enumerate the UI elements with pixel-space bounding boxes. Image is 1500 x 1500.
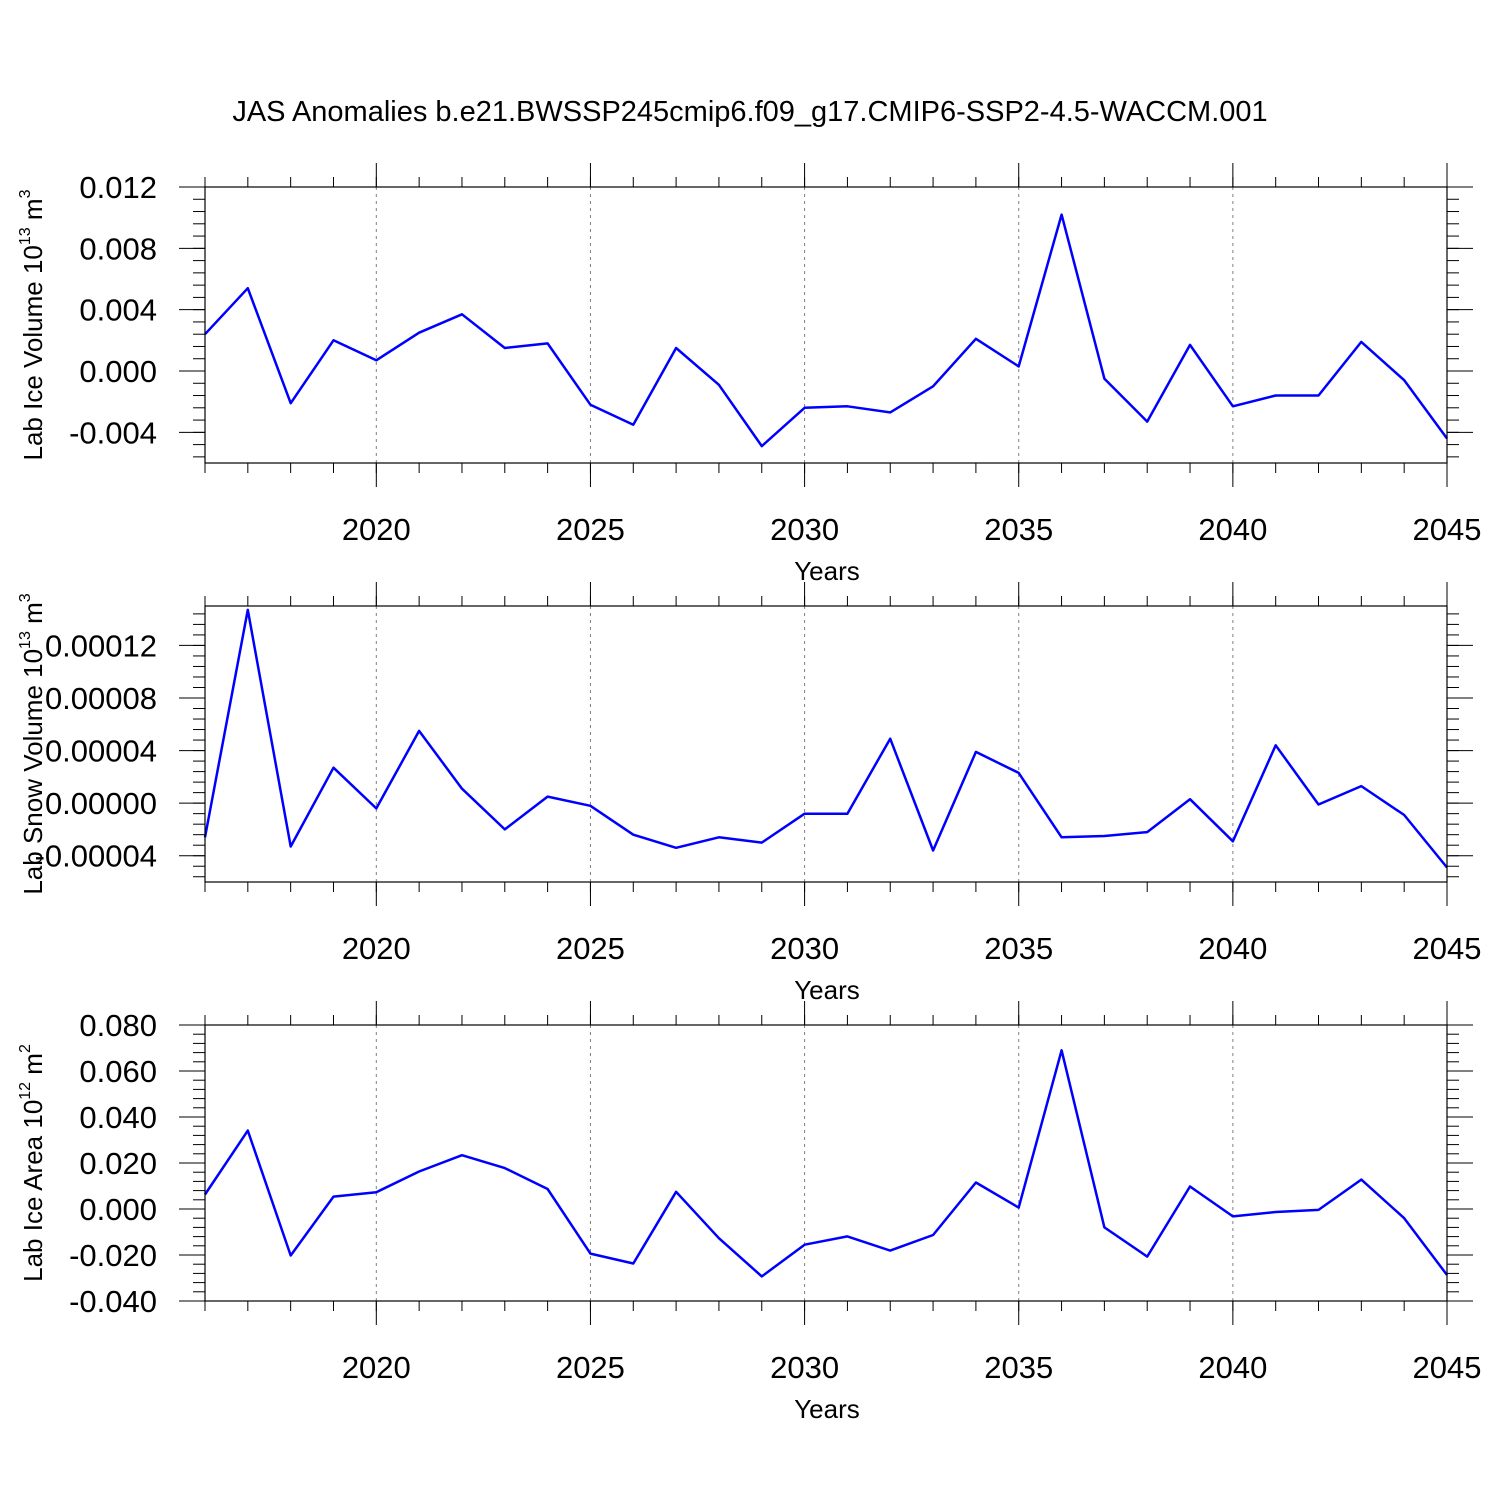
chart-panel-2: 0.00012 0.00008 0.00004 0.00000 -0.00004 2020… <box>17 582 1481 1005</box>
y-tick-label: 0.00000 <box>45 786 157 821</box>
x-tick-label: 2035 <box>984 512 1053 547</box>
series-line <box>203 1049 1448 1278</box>
y-tick-label: 0.004 <box>79 293 157 328</box>
y-tick-label: 0.012 <box>79 170 157 205</box>
x-tick-label: 2040 <box>1198 1350 1267 1385</box>
y-tick-label: 0.060 <box>79 1054 157 1089</box>
y-axis-label: Lab Ice Volume 1013 m3 <box>17 189 48 460</box>
plot-frame <box>204 186 1448 464</box>
y-tick-label: 0.008 <box>79 231 157 266</box>
series-line <box>203 608 1448 869</box>
plot-frame <box>204 605 1448 883</box>
series-line <box>204 213 1449 448</box>
y-tick-label: 0.020 <box>79 1146 157 1181</box>
y-tick-label: -0.040 <box>69 1284 157 1319</box>
chart-panel-3: 0.080 0.060 0.040 0.020 0.000 -0.020 -0.040 202… <box>17 1001 1481 1424</box>
x-tick-label: 2025 <box>556 931 625 966</box>
x-tick-label: 2020 <box>342 1350 411 1385</box>
y-axis-label: Lab Ice Area 1012 m2 <box>17 1044 48 1282</box>
y-tick-label: 0.000 <box>79 354 157 389</box>
x-tick-label: 2045 <box>1413 931 1482 966</box>
chart-title: JAS Anomalies b.e21.BWSSP245cmip6.f09_g1… <box>232 96 1268 128</box>
y-tick-label: 0.00004 <box>45 734 157 769</box>
x-tick-label: 2040 <box>1198 512 1267 547</box>
x-tick-label: 2020 <box>342 512 411 547</box>
y-tick-label: -0.00004 <box>35 839 157 874</box>
x-tick-label: 2045 <box>1413 512 1482 547</box>
x-tick-label: 2040 <box>1198 931 1267 966</box>
y-tick-label: 0.000 <box>79 1192 157 1227</box>
y-tick-label: 0.00008 <box>45 681 157 716</box>
y-axis-label: Lab Snow Volume 1013 m3 <box>17 593 48 894</box>
x-axis-label: Years <box>794 556 860 586</box>
x-tick-label: 2025 <box>556 512 625 547</box>
x-tick-label: 2030 <box>770 1350 839 1385</box>
x-tick-label: 2035 <box>984 1350 1053 1385</box>
y-tick-label: 0.040 <box>79 1100 157 1135</box>
x-tick-label: 2030 <box>770 512 839 547</box>
y-tick-label: -0.004 <box>69 415 157 450</box>
y-tick-label: 0.00012 <box>45 628 157 663</box>
y-tick-label: 0.080 <box>79 1008 157 1043</box>
chart-panel-1: 0.012 0.008 0.004 0.000 -0.004 2020 2025 2030 20… <box>17 163 1481 586</box>
y-tick-label: -0.020 <box>69 1238 157 1273</box>
plot-frame <box>204 1024 1448 1302</box>
x-tick-label: 2020 <box>342 931 411 966</box>
x-tick-label: 2045 <box>1413 1350 1482 1385</box>
x-tick-label: 2025 <box>556 1350 625 1385</box>
x-axis-label: Years <box>794 975 860 1005</box>
x-tick-label: 2030 <box>770 931 839 966</box>
x-tick-label: 2035 <box>984 931 1053 966</box>
x-axis-label: Years <box>794 1394 860 1424</box>
